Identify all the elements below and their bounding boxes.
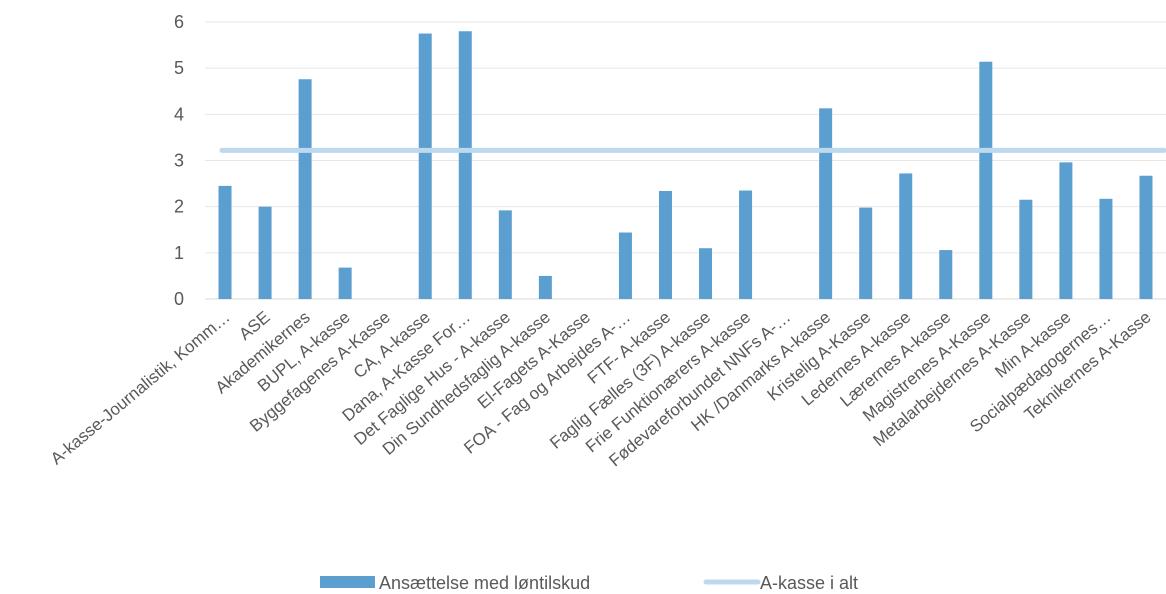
bar: [538, 275, 552, 299]
y-axis: 0 1 2 3 4 5 6: [174, 12, 184, 309]
bar-series: [218, 31, 1153, 300]
bar: [859, 207, 873, 299]
bar: [939, 250, 953, 299]
x-axis: A-kasse-Journalistik, Komm… ASEAkademiker…: [47, 308, 1155, 471]
bar: [418, 33, 432, 300]
legend-line-label: A-kasse i alt: [760, 573, 858, 593]
legend: Ansættelse med løntilskud A-kasse i alt: [320, 573, 858, 593]
bar: [1019, 199, 1033, 299]
bar: [338, 267, 352, 299]
bar: [218, 185, 232, 299]
bar: [1139, 175, 1153, 299]
legend-bar-label: Ansættelse med løntilskud: [379, 573, 590, 593]
legend-bar-swatch: [320, 576, 375, 588]
bar: [1099, 198, 1113, 299]
bar: [498, 210, 512, 299]
bar: [458, 31, 472, 299]
bar: [1059, 162, 1073, 299]
bar: [979, 61, 993, 299]
bar: [739, 190, 753, 299]
y-tick-label: 5: [174, 58, 184, 78]
y-tick-label: 1: [174, 243, 184, 263]
y-tick-label: 2: [174, 197, 184, 217]
bar: [899, 173, 913, 299]
y-tick-label: 4: [174, 104, 184, 124]
x-tick-label: A-kasse-Journalistik, Komm…: [47, 308, 234, 469]
bar: [819, 108, 833, 299]
bar: [699, 248, 713, 299]
bar: [298, 79, 312, 299]
bar: [658, 190, 672, 299]
bar: [618, 232, 632, 299]
y-tick-label: 6: [174, 12, 184, 32]
gridlines: [205, 21, 1166, 300]
bar: [258, 206, 272, 299]
y-tick-label: 3: [174, 151, 184, 171]
y-tick-label: 0: [174, 289, 184, 309]
